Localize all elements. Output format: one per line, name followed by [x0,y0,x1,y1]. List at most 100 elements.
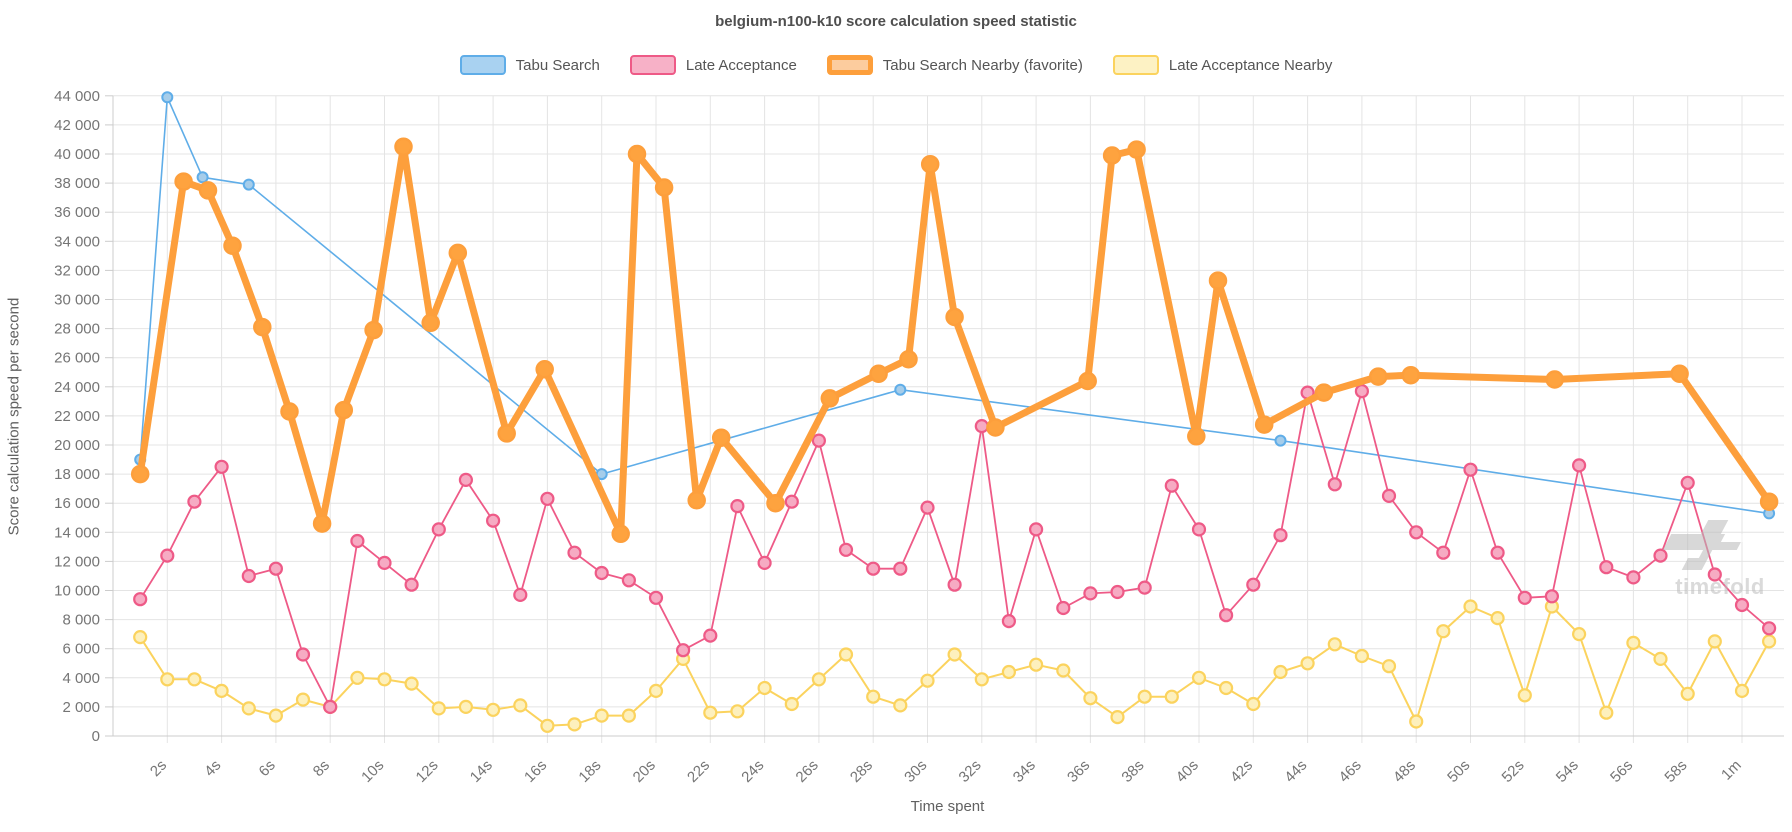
data-point[interactable] [1274,434,1287,447]
data-point[interactable] [214,683,229,699]
data-point[interactable] [295,692,311,707]
data-point[interactable] [1653,651,1668,667]
data-point[interactable] [893,698,908,713]
data-point[interactable] [1218,608,1234,623]
legend-item-tabu-search[interactable]: Tabu Search [459,55,600,75]
data-point[interactable] [1056,663,1071,678]
data-point[interactable] [1436,624,1451,639]
data-point[interactable] [1314,383,1334,402]
data-point[interactable] [1056,600,1071,616]
data-point[interactable] [675,643,691,658]
data-point[interactable] [974,419,989,434]
data-point[interactable] [350,533,365,549]
data-point[interactable] [1001,664,1017,680]
data-point[interactable] [1028,657,1044,672]
data-point[interactable] [160,548,175,563]
data-point[interactable] [364,320,383,340]
data-point[interactable] [1273,528,1288,543]
data-point[interactable] [811,433,827,448]
data-point[interactable] [869,364,888,383]
data-point[interactable] [1680,475,1695,490]
data-point[interactable] [1078,371,1097,391]
data-point[interactable] [1368,367,1388,386]
data-point[interactable] [757,680,772,696]
data-point[interactable] [1187,427,1206,446]
data-point[interactable] [431,522,446,537]
data-point[interactable] [1670,364,1689,383]
data-point[interactable] [757,555,772,571]
data-point[interactable] [486,702,501,717]
data-point[interactable] [312,514,332,533]
data-point[interactable] [621,708,637,723]
data-point[interactable] [1463,599,1478,614]
data-point[interactable] [1544,589,1560,604]
data-point[interactable] [1083,691,1098,706]
data-point[interactable] [1401,365,1421,385]
data-point[interactable] [1571,458,1587,473]
data-point[interactable] [974,672,989,687]
data-point[interactable] [1707,567,1722,582]
data-point[interactable] [1759,492,1779,511]
data-point[interactable] [404,676,419,691]
data-point[interactable] [567,717,582,732]
data-point[interactable] [1191,670,1207,685]
data-point[interactable] [223,236,242,255]
data-point[interactable] [513,698,528,713]
data-point[interactable] [1110,584,1125,600]
data-point[interactable] [766,493,785,513]
data-point[interactable] [866,561,881,576]
data-point[interactable] [133,592,148,607]
data-point[interactable] [1028,522,1044,537]
data-point[interactable] [1626,570,1641,585]
data-point[interactable] [1653,548,1668,563]
data-point[interactable] [1545,370,1564,389]
data-point[interactable] [458,699,473,715]
data-point[interactable] [1571,626,1587,642]
data-point[interactable] [920,673,935,688]
data-point[interactable] [1734,683,1750,699]
data-point[interactable] [1246,577,1261,592]
data-point[interactable] [1127,140,1146,159]
data-point[interactable] [893,561,908,576]
data-point[interactable] [1761,634,1777,649]
data-point[interactable] [421,313,440,333]
data-point[interactable] [241,701,256,716]
data-point[interactable] [1381,488,1397,503]
data-point[interactable] [1218,680,1234,696]
data-point[interactable] [268,708,283,723]
data-point[interactable] [820,389,840,408]
data-point[interactable] [648,590,664,605]
data-point[interactable] [1354,384,1370,399]
data-point[interactable] [1137,689,1152,704]
data-point[interactable] [497,424,516,443]
data-point[interactable] [187,494,202,509]
data-point[interactable] [198,181,218,200]
data-point[interactable] [1626,635,1641,651]
data-point[interactable] [1761,621,1777,636]
data-point[interactable] [214,459,229,474]
data-point[interactable] [986,418,1005,437]
data-point[interactable] [1191,522,1207,537]
data-point[interactable] [1517,688,1532,703]
data-point[interactable] [1083,586,1098,601]
data-point[interactable] [1110,709,1125,725]
data-point[interactable] [540,491,555,506]
data-point[interactable] [567,545,582,560]
data-point[interactable] [1517,590,1532,605]
data-point[interactable] [1001,613,1017,629]
data-point[interactable] [404,577,419,592]
data-point[interactable] [1300,656,1315,671]
data-point[interactable] [1354,648,1370,664]
data-point[interactable] [377,555,392,571]
data-point[interactable] [784,494,799,509]
data-point[interactable] [1327,477,1342,492]
data-point[interactable] [920,500,935,515]
data-point[interactable] [242,178,255,191]
data-point[interactable] [1680,686,1695,701]
data-point[interactable] [627,144,647,164]
legend-item-late-acceptance-nearby[interactable]: Late Acceptance Nearby [1112,55,1332,75]
data-point[interactable] [611,524,630,544]
data-point[interactable] [431,701,446,716]
data-point[interactable] [295,647,311,662]
